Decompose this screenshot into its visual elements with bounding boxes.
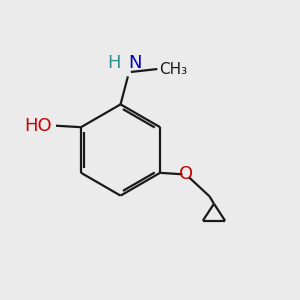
Text: O: O	[179, 165, 193, 183]
Text: H: H	[107, 54, 121, 72]
Text: N: N	[128, 54, 141, 72]
Text: CH₃: CH₃	[159, 61, 187, 76]
Text: HO: HO	[24, 117, 52, 135]
